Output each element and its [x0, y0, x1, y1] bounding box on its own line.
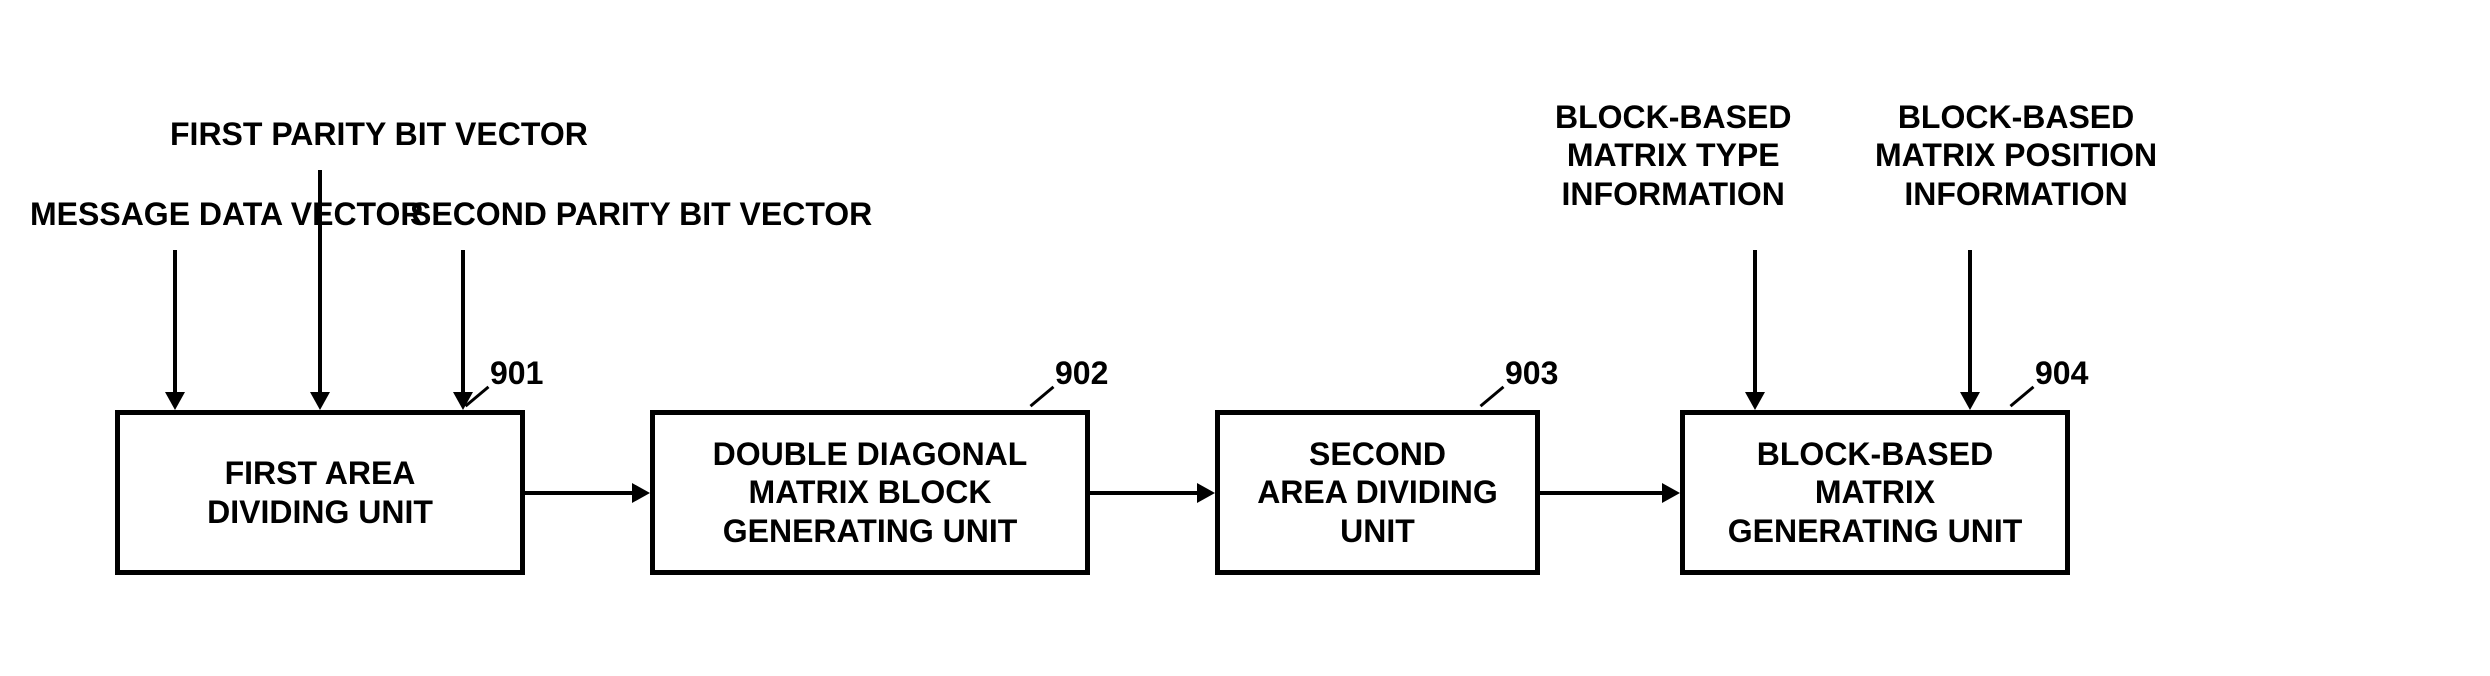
block-second-area: SECOND AREA DIVIDING UNIT: [1215, 410, 1540, 575]
ref-904: 904: [2035, 355, 2088, 392]
block-double-diagonal: DOUBLE DIAGONAL MATRIX BLOCK GENERATING …: [650, 410, 1090, 575]
ref3-connector: [1480, 386, 1505, 408]
ref-901: 901: [490, 355, 543, 392]
message-data-label: MESSAGE DATA VECTOR: [30, 195, 424, 233]
arrow-mp-head: [1960, 392, 1980, 410]
arrow-sp-line: [461, 250, 465, 392]
first-parity-label: FIRST PARITY BIT VECTOR: [170, 115, 588, 153]
arrow-mp-line: [1968, 250, 1972, 392]
block-diagram: MESSAGE DATA VECTOR FIRST PARITY BIT VEC…: [0, 0, 2490, 676]
block-matrix-gen: BLOCK-BASED MATRIX GENERATING UNIT: [1680, 410, 2070, 575]
matrix-position-label: BLOCK-BASED MATRIX POSITION INFORMATION: [1875, 98, 2157, 213]
ref-903: 903: [1505, 355, 1558, 392]
arrow-mt-head: [1745, 392, 1765, 410]
arrow-b1b2-line: [525, 491, 632, 495]
arrow-fp-line: [318, 170, 322, 392]
ref2-connector: [1030, 386, 1055, 408]
arrow-b1b2-head: [632, 483, 650, 503]
arrow-msg-line: [173, 250, 177, 392]
arrow-b3b4-head: [1662, 483, 1680, 503]
second-parity-label: SECOND PARITY BIT VECTOR: [410, 195, 872, 233]
arrow-b2b3-head: [1197, 483, 1215, 503]
ref4-connector: [2010, 386, 2035, 408]
matrix-type-label: BLOCK-BASED MATRIX TYPE INFORMATION: [1555, 98, 1791, 213]
arrow-mt-line: [1753, 250, 1757, 392]
block-first-area: FIRST AREA DIVIDING UNIT: [115, 410, 525, 575]
arrow-fp-head: [310, 392, 330, 410]
arrow-b3b4-line: [1540, 491, 1662, 495]
arrow-msg-head: [165, 392, 185, 410]
arrow-b2b3-line: [1090, 491, 1197, 495]
ref-902: 902: [1055, 355, 1108, 392]
